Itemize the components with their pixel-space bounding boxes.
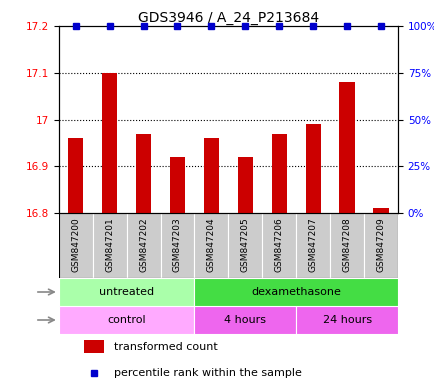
Bar [305, 124, 320, 213]
Title: GDS3946 / A_24_P213684: GDS3946 / A_24_P213684 [138, 11, 318, 25]
Bar [271, 134, 286, 213]
Text: transformed count: transformed count [114, 341, 218, 351]
Bar [329, 213, 363, 278]
Bar [59, 278, 194, 306]
Text: GSM847202: GSM847202 [139, 217, 148, 271]
Bar [194, 306, 296, 334]
Text: GSM847204: GSM847204 [207, 217, 215, 271]
Bar [237, 157, 253, 213]
Text: untreated: untreated [99, 287, 154, 297]
Bar [194, 278, 397, 306]
Bar [262, 213, 296, 278]
Bar [126, 213, 160, 278]
Bar [296, 213, 329, 278]
Text: GSM847200: GSM847200 [71, 217, 80, 271]
Bar [372, 209, 388, 213]
Text: percentile rank within the sample: percentile rank within the sample [114, 368, 302, 378]
Text: GSM847201: GSM847201 [105, 217, 114, 271]
Bar [102, 73, 117, 213]
Bar [339, 82, 354, 213]
Bar [194, 213, 228, 278]
Text: 4 hours: 4 hours [224, 315, 266, 325]
Bar [363, 213, 397, 278]
Bar [59, 213, 92, 278]
Bar [228, 213, 262, 278]
Bar [59, 306, 194, 334]
Text: dexamethasone: dexamethasone [251, 287, 340, 297]
Bar [92, 213, 126, 278]
Bar [135, 134, 151, 213]
Text: control: control [107, 315, 145, 325]
Bar [84, 340, 104, 353]
Text: GSM847206: GSM847206 [274, 217, 283, 271]
Bar [169, 157, 185, 213]
Text: GSM847209: GSM847209 [376, 217, 385, 271]
Text: GSM847205: GSM847205 [240, 217, 249, 271]
Text: 24 hours: 24 hours [322, 315, 371, 325]
Bar [160, 213, 194, 278]
Bar [296, 306, 397, 334]
Text: GSM847208: GSM847208 [342, 217, 351, 271]
Text: GSM847203: GSM847203 [173, 217, 181, 271]
Bar [68, 138, 83, 213]
Text: GSM847207: GSM847207 [308, 217, 317, 271]
Bar [203, 138, 219, 213]
